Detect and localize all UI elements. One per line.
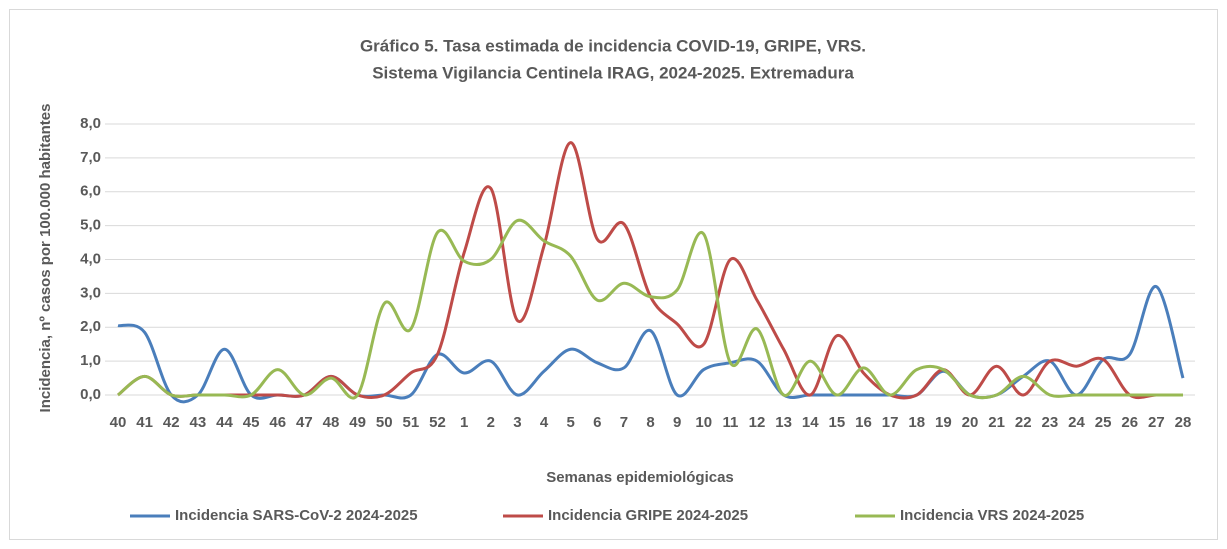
- x-tick-label: 8: [646, 414, 654, 431]
- x-tick-label: 43: [190, 414, 207, 431]
- y-tick-label: 5,0: [80, 217, 101, 234]
- x-tick-label: 17: [882, 414, 899, 431]
- x-tick-label: 23: [1042, 414, 1059, 431]
- x-tick-label: 16: [855, 414, 872, 431]
- x-tick-label: 6: [593, 414, 601, 431]
- legend-label: Incidencia SARS-CoV-2 2024-2025: [175, 507, 418, 524]
- x-tick-label: 3: [513, 414, 521, 431]
- x-tick-label: 13: [775, 414, 792, 431]
- x-tick-label: 52: [429, 414, 446, 431]
- y-tick-label: 0,0: [80, 386, 101, 403]
- legend-label: Incidencia VRS 2024-2025: [900, 507, 1084, 524]
- x-tick-label: 15: [829, 414, 846, 431]
- x-tick-label: 1: [460, 414, 468, 431]
- x-tick-label: 19: [935, 414, 952, 431]
- x-tick-label: 47: [296, 414, 313, 431]
- x-tick-label: 44: [216, 414, 233, 431]
- x-tick-label: 46: [269, 414, 286, 431]
- x-tick-label: 24: [1068, 414, 1085, 431]
- x-tick-label: 41: [136, 414, 153, 431]
- y-axis-label: Incidencia, nº casos por 100.000 habitan…: [37, 104, 54, 413]
- y-tick-label: 4,0: [80, 250, 101, 267]
- x-tick-label: 26: [1121, 414, 1138, 431]
- x-tick-label: 22: [1015, 414, 1032, 431]
- x-tick-label: 27: [1148, 414, 1165, 431]
- x-tick-label: 18: [908, 414, 925, 431]
- x-tick-label: 11: [722, 414, 738, 431]
- x-tick-label: 12: [749, 414, 766, 431]
- x-tick-label: 14: [802, 414, 819, 431]
- x-tick-label: 50: [376, 414, 393, 431]
- legend-label: Incidencia GRIPE 2024-2025: [548, 507, 748, 524]
- chart-title: Sistema Vigilancia Centinela IRAG, 2024-…: [372, 63, 854, 82]
- y-tick-label: 1,0: [80, 352, 101, 369]
- x-tick-label: 5: [566, 414, 574, 431]
- y-tick-label: 2,0: [80, 318, 101, 335]
- x-tick-label: 7: [620, 414, 628, 431]
- x-tick-label: 28: [1175, 414, 1192, 431]
- x-tick-label: 9: [673, 414, 681, 431]
- chart-title: Gráfico 5. Tasa estimada de incidencia C…: [360, 36, 866, 55]
- y-tick-label: 8,0: [80, 115, 101, 132]
- x-axis-label: Semanas epidemiológicas: [546, 469, 734, 486]
- x-tick-label: 51: [403, 414, 420, 431]
- chart-border: [9, 9, 1218, 540]
- y-tick-label: 7,0: [80, 149, 101, 166]
- x-tick-label: 49: [349, 414, 366, 431]
- x-tick-label: 40: [110, 414, 127, 431]
- x-tick-label: 21: [988, 414, 1005, 431]
- y-tick-label: 3,0: [80, 284, 101, 301]
- x-tick-label: 25: [1095, 414, 1112, 431]
- x-tick-label: 10: [695, 414, 712, 431]
- x-tick-label: 2: [487, 414, 495, 431]
- data-line: [117, 218, 1183, 400]
- x-tick-label: 42: [163, 414, 180, 431]
- x-tick-label: 20: [962, 414, 979, 431]
- y-tick-label: 6,0: [80, 183, 101, 200]
- x-tick-label: 48: [323, 414, 340, 431]
- x-tick-label: 4: [540, 414, 549, 431]
- x-tick-label: 45: [243, 414, 260, 431]
